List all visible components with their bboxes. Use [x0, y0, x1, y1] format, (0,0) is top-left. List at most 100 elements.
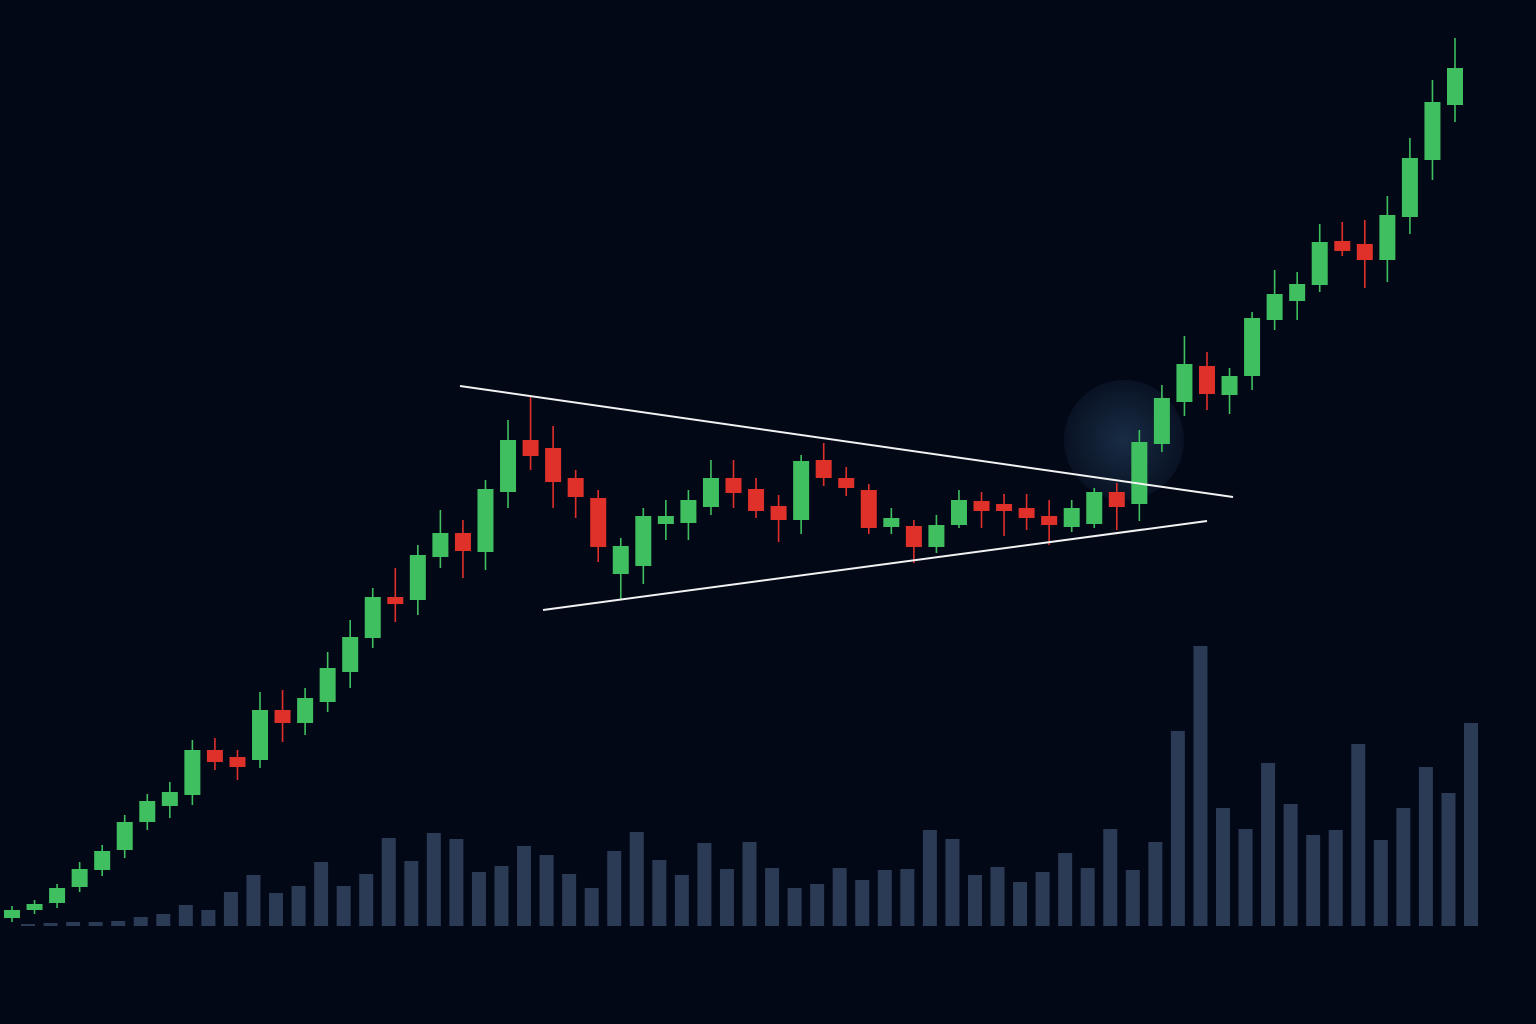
volume-bar	[111, 921, 126, 926]
candle-body	[387, 597, 404, 604]
candle-body	[297, 698, 314, 723]
volume-bar	[990, 867, 1005, 926]
volume-bar	[43, 923, 58, 926]
candle-body	[139, 801, 156, 822]
volume-bar	[1013, 882, 1028, 926]
candle-body	[1108, 492, 1125, 507]
volume-bar	[674, 875, 689, 926]
candle-body	[657, 516, 674, 524]
candle-body	[1221, 376, 1238, 395]
volume-bar	[246, 875, 261, 926]
candle-body	[49, 888, 66, 903]
candle-body	[996, 504, 1013, 511]
candle-body	[815, 460, 832, 478]
candle-body	[928, 525, 945, 547]
volume-bar	[629, 832, 644, 926]
candle-body	[1131, 442, 1148, 504]
candle-body	[500, 440, 517, 492]
volume-bar	[66, 922, 81, 926]
volume-bar	[471, 872, 486, 926]
volume-bar	[787, 888, 802, 926]
candle-body	[319, 668, 336, 702]
candle-body	[274, 710, 291, 723]
volume-bar	[652, 860, 667, 926]
candle-body	[1041, 516, 1058, 525]
volume-bar	[697, 843, 712, 926]
candle-body	[1311, 242, 1328, 285]
volume-bar	[1464, 723, 1478, 926]
candle-body	[454, 533, 471, 551]
volume-bar	[719, 869, 734, 926]
volume-bar	[178, 905, 193, 926]
candle-body	[725, 478, 742, 493]
candle-body	[229, 757, 246, 767]
candle-body	[748, 489, 765, 511]
volume-bar	[201, 910, 216, 926]
candle-body	[590, 498, 607, 547]
candle-body	[252, 710, 269, 760]
candle-body	[71, 869, 88, 887]
candle-body	[680, 500, 697, 523]
volume-bar	[1261, 763, 1276, 926]
volume-bar	[314, 862, 329, 926]
candle-body	[1356, 244, 1373, 260]
volume-bar	[21, 924, 35, 926]
candle-body	[94, 851, 111, 870]
candle-body	[364, 597, 381, 638]
candle-body	[1244, 318, 1261, 376]
volume-bar	[562, 874, 577, 926]
volume-bar	[1283, 804, 1298, 926]
candle-body	[1176, 364, 1193, 402]
volume-bar	[607, 851, 622, 926]
candle-body	[1379, 215, 1396, 260]
volume-bar	[1396, 808, 1411, 926]
volume-bar	[832, 868, 847, 926]
candle-body	[702, 478, 719, 507]
candle-body	[770, 506, 787, 520]
volume-bar	[1035, 872, 1050, 926]
candle-body	[905, 526, 922, 547]
volume-bar	[1080, 868, 1095, 926]
candle-body	[1447, 68, 1463, 105]
candle-layer	[4, 38, 1463, 922]
volume-bar	[1328, 830, 1343, 926]
candle-body	[1334, 241, 1351, 251]
candle-body	[1086, 492, 1103, 524]
candle-body	[522, 440, 539, 456]
volume-bar	[359, 874, 374, 926]
candle-body	[1018, 508, 1035, 518]
volume-bar	[922, 830, 937, 926]
candle-body	[1289, 284, 1306, 301]
volume-bar	[1193, 646, 1208, 926]
volume-bar	[742, 842, 757, 926]
volume-bar	[291, 886, 306, 926]
volume-bar	[336, 886, 351, 926]
candle-body	[973, 501, 990, 511]
volume-bar	[1238, 829, 1253, 926]
candle-body	[184, 750, 201, 795]
volume-bar	[156, 914, 171, 926]
candle-body	[635, 516, 652, 566]
volume-bar	[1373, 840, 1388, 926]
volume-bar	[765, 868, 780, 926]
candle-body	[545, 448, 562, 482]
candle-body	[1063, 508, 1080, 527]
volume-bar	[855, 880, 870, 926]
volume-bar	[1306, 835, 1321, 926]
volume-bar	[584, 888, 599, 926]
candle-body	[1266, 294, 1283, 320]
volume-bar	[1125, 870, 1140, 926]
candle-body	[860, 490, 877, 528]
volume-bar	[1441, 793, 1456, 926]
upper-trendline	[459, 385, 1234, 498]
volume-bar	[1058, 853, 1073, 926]
volume-bar	[539, 855, 554, 926]
volume-bar	[404, 861, 419, 926]
candle-body	[1401, 158, 1418, 217]
candle-body	[4, 910, 20, 918]
candle-body	[1198, 366, 1215, 394]
candle-body	[477, 489, 494, 552]
